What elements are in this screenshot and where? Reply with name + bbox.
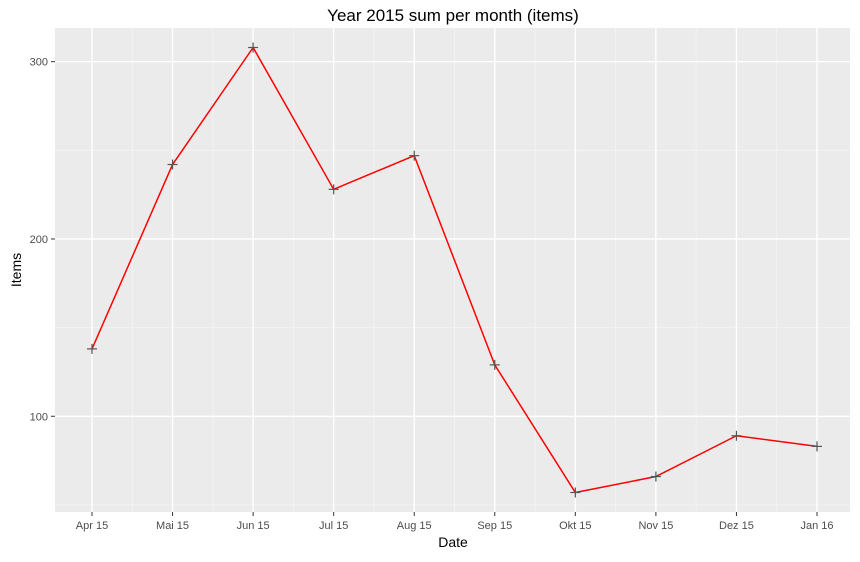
points-layer xyxy=(87,42,822,498)
x-tick-label: Aug 15 xyxy=(397,520,432,532)
data-point xyxy=(167,159,178,170)
x-tick-label: Sep 15 xyxy=(477,520,512,532)
y-axis: 100 200 300 xyxy=(30,57,55,423)
x-tick-label: Nov 15 xyxy=(638,520,673,532)
y-tick-label: 200 xyxy=(30,234,48,246)
data-point xyxy=(812,441,822,452)
x-tick-label: Jan 16 xyxy=(800,520,833,532)
x-tick-label: Jun 15 xyxy=(237,520,270,532)
major-grid xyxy=(55,28,850,512)
x-tick-label: Mai 15 xyxy=(156,520,189,532)
y-tick-label: 300 xyxy=(30,57,48,69)
data-point xyxy=(248,42,259,53)
data-point xyxy=(409,150,420,161)
plot-panel xyxy=(55,28,850,512)
minor-grid xyxy=(55,28,850,512)
x-axis: Apr 15 Mai 15 Jun 15 Jul 15 Aug 15 Sep 15 Okt … xyxy=(76,512,834,532)
data-point xyxy=(328,184,339,195)
y-tick-label: 100 xyxy=(30,411,48,423)
chart-title: Year 2015 sum per month (items) xyxy=(327,6,579,25)
x-tick-label: Dez 15 xyxy=(719,520,754,532)
data-point xyxy=(731,430,742,441)
series-line xyxy=(91,46,818,494)
x-tick-label: Apr 15 xyxy=(76,520,108,532)
data-point xyxy=(489,359,500,370)
y-axis-title: Items xyxy=(8,253,24,287)
data-point xyxy=(570,487,581,498)
series-layer xyxy=(91,46,818,494)
x-axis-title: Date xyxy=(438,534,468,550)
x-tick-label: Jul 15 xyxy=(319,520,348,532)
data-point xyxy=(87,343,97,354)
data-point xyxy=(650,471,661,482)
x-tick-label: Okt 15 xyxy=(559,520,591,532)
